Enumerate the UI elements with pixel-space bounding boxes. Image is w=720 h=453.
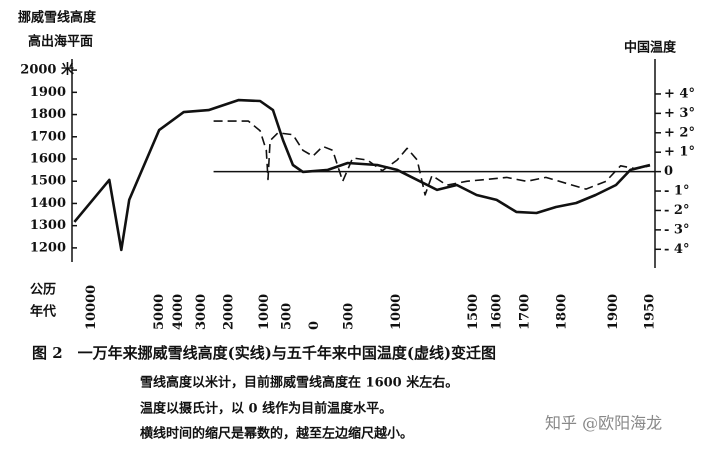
x-tick-label: 1600: [489, 294, 504, 330]
x-tick-label: 500: [280, 303, 295, 330]
y2-tick-label: - 2°: [664, 203, 689, 218]
x-tick-label: 0: [307, 321, 322, 330]
x-tick-label: 4000: [171, 294, 186, 330]
note: 雪线高度以米计，目前挪威雪线高度在 1600 米左右。: [140, 375, 458, 391]
series-line: [73, 98, 651, 252]
x-tick-label: 2000: [222, 294, 237, 330]
x-tick-label: 1000: [389, 294, 404, 330]
y2-tick-label: + 4°: [664, 86, 695, 101]
x-axis-title: 公历: [30, 283, 56, 298]
caption: 图 2 一万年来挪威雪线高度(实线)与五千年来中国温度(虚线)变迁图: [32, 344, 496, 362]
y-tick-label: 1700: [30, 129, 66, 144]
x-tick-label: 1000: [257, 294, 272, 330]
y2-tick-label: + 1°: [664, 145, 695, 160]
y-axis-title: 挪威雪线高度: [18, 10, 97, 26]
x-tick-label: 10000: [84, 285, 99, 330]
y-tick-label: 1400: [30, 196, 66, 211]
y-tick-label: 1200: [30, 240, 66, 255]
series-line: [213, 120, 651, 196]
y2-tick-label: + 2°: [664, 125, 695, 140]
x-tick-label: 1900: [606, 294, 621, 330]
y-tick-label: 1500: [30, 174, 66, 189]
y2-tick-label: - 1°: [664, 184, 689, 199]
x-tick-label: 500: [341, 303, 356, 330]
x-tick-label: 5000: [152, 294, 167, 330]
x-tick-label: 1950: [643, 294, 658, 330]
y2-tick-label: - 3°: [664, 222, 689, 237]
y2-tick-label: 0: [664, 164, 673, 179]
note: 温度以摄氏计，以 0 线作为目前温度水平。: [140, 401, 392, 417]
note: 横线时间的缩尺是幂数的，越至左边缩尺越小。: [140, 426, 413, 442]
y2-tick-label: + 3°: [664, 106, 695, 121]
x-tick-label: 1800: [554, 294, 569, 330]
watermark: 知乎 @欧阳海龙: [545, 414, 662, 433]
x-axis-title: 年代: [30, 304, 56, 320]
y-tick-label: 1600: [30, 152, 66, 167]
y-axis-title: 高出海平面: [28, 34, 93, 50]
y-tick-label: 1800: [30, 107, 66, 122]
x-tick-label: 1700: [518, 294, 533, 330]
x-tick-label: 1500: [466, 294, 481, 330]
y2-tick-label: - 4°: [664, 242, 689, 257]
y-tick-label: 2000 米: [20, 62, 75, 78]
y-tick-label: 1300: [30, 218, 66, 233]
y2-axis-title: 中国温度: [624, 40, 677, 56]
y-tick-label: 1900: [30, 85, 66, 100]
x-tick-label: 3000: [194, 294, 209, 330]
